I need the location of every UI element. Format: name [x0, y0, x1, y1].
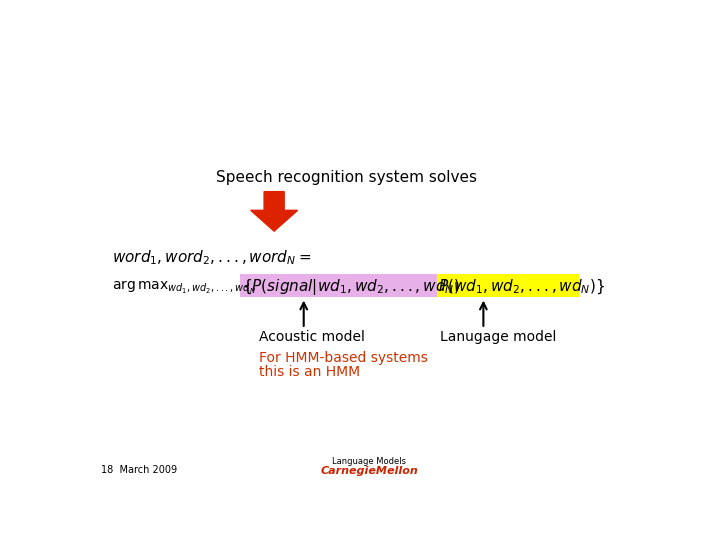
- Text: For HMM-based systems: For HMM-based systems: [258, 351, 428, 365]
- Text: Lanugage model: Lanugage model: [441, 330, 557, 344]
- Text: $P(\mathit{wd}_1, \mathit{wd}_2, ..., \mathit{wd}_N)\}$: $P(\mathit{wd}_1, \mathit{wd}_2, ..., \m…: [438, 278, 606, 296]
- Text: Language Models: Language Models: [332, 457, 406, 467]
- Text: $\{P(\mathit{signal}|\mathit{wd}_1, \mathit{wd}_2, ..., \mathit{wd}_N)$: $\{P(\mathit{signal}|\mathit{wd}_1, \mat…: [242, 277, 460, 297]
- FancyBboxPatch shape: [240, 274, 438, 297]
- FancyBboxPatch shape: [437, 274, 580, 297]
- Text: $\mathrm{arg\,max}_{wd_1, wd_2, ..., wd_N}$: $\mathrm{arg\,max}_{wd_1, wd_2, ..., wd_…: [112, 279, 256, 296]
- Text: Speech recognition system solves: Speech recognition system solves: [216, 170, 477, 185]
- Text: $\mathit{word}_1, \mathit{word}_2, ..., \mathit{word}_N =$: $\mathit{word}_1, \mathit{word}_2, ..., …: [112, 249, 312, 267]
- Text: Acoustic model: Acoustic model: [258, 330, 364, 344]
- Text: CarnegieMellon: CarnegieMellon: [320, 467, 418, 476]
- Text: this is an HMM: this is an HMM: [258, 366, 360, 380]
- Polygon shape: [251, 192, 297, 231]
- Text: 18  March 2009: 18 March 2009: [101, 465, 177, 475]
